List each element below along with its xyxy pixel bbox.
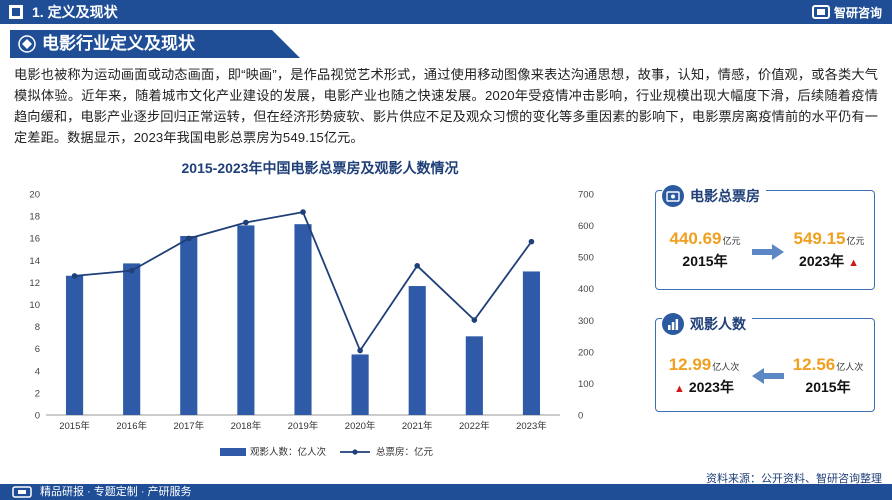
stat-year: 2023年 (799, 253, 845, 269)
bar (465, 336, 483, 415)
legend-bar-label: 观影人数：亿人次 (250, 446, 327, 458)
y-right-tick-label: 600 (578, 221, 594, 232)
legend-bar-swatch (220, 448, 246, 456)
stat-right: 12.56亿人次 2015年 (782, 355, 874, 397)
stat-unit: 亿元 (846, 236, 865, 246)
intro-paragraph: 电影也被称为运动画面或动态画面，即“映画”，是作品视觉艺术形式，通过使用移动图像… (14, 67, 878, 145)
arrow-right-icon (752, 244, 784, 260)
brand: 智研咨询 (811, 3, 882, 21)
x-tick-label: 2017年 (173, 420, 204, 432)
y-right-tick-label: 0 (578, 411, 583, 422)
stat-value: 549.15 (793, 229, 846, 248)
x-tick-label: 2018年 (231, 420, 262, 432)
line-point (471, 317, 478, 323)
x-tick-label: 2016年 (116, 420, 147, 432)
stat-left: 12.99亿人次 ▲ 2023年 (658, 355, 750, 397)
card-title: 电影总票房 (690, 188, 760, 204)
card-header: 电影总票房 (662, 183, 766, 209)
top-header-bar: 1. 定义及现状 智研咨询 (0, 0, 892, 24)
card-title: 观影人数 (690, 316, 746, 332)
y-right-tick-label: 500 (578, 253, 594, 264)
combo-chart: 0246810121416182001002003004005006007002… (29, 190, 594, 459)
bar (123, 263, 141, 415)
y-right-tick-label: 400 (578, 284, 594, 295)
line-point (128, 267, 135, 274)
x-tick-label: 2021年 (402, 420, 433, 432)
y-left-tick-label: 16 (29, 234, 40, 245)
x-tick-label: 2023年 (516, 420, 547, 432)
stat-value: 12.99 (668, 355, 712, 374)
line-point (414, 262, 421, 269)
bar (65, 275, 84, 415)
y-left-tick-label: 14 (29, 256, 40, 267)
money-icon (662, 185, 684, 207)
y-left-tick-label: 10 (29, 300, 40, 311)
bar (237, 225, 255, 415)
y-left-tick-label: 0 (35, 411, 40, 422)
line-point (300, 209, 306, 215)
y-left-tick-label: 6 (35, 344, 40, 355)
brand-name: 智研咨询 (833, 5, 882, 20)
stat-unit: 亿元 (722, 236, 741, 246)
card-audience: 观影人数 12.99亿人次 ▲ 2023年 12.56亿人次 2015年 (655, 311, 875, 412)
x-tick-label: 2022年 (459, 420, 490, 432)
legend-line-marker (352, 449, 358, 455)
y-right-tick-label: 700 (578, 190, 594, 201)
bar-chart-icon (662, 313, 684, 335)
stat-value: 12.56 (792, 355, 836, 374)
up-arrow-icon: ▲ (674, 383, 685, 395)
brand-logo-icon (811, 5, 830, 19)
page-banner: 电影行业定义及现状 (10, 30, 300, 58)
y-right-tick-label: 100 (578, 379, 594, 390)
y-left-tick-label: 8 (35, 322, 40, 333)
bar (294, 224, 312, 415)
brand-mark-icon (12, 486, 32, 498)
y-right-tick-label: 300 (578, 316, 594, 327)
stat-unit: 亿人次 (712, 362, 740, 372)
y-left-tick-label: 20 (29, 190, 40, 201)
y-left-tick-label: 2 (35, 388, 40, 399)
line-point (357, 347, 363, 354)
stat-year: 2023年 (688, 379, 734, 395)
bar (408, 286, 426, 415)
y-left-tick-label: 12 (29, 278, 40, 289)
up-arrow-icon: ▲ (848, 257, 859, 269)
stat-year: 2015年 (682, 253, 728, 269)
stat-unit: 亿人次 (836, 362, 864, 372)
stat-to: 549.15亿元 2023年 ▲ (784, 229, 874, 271)
section-title: 1. 定义及现状 (32, 4, 118, 20)
banner-diamond-icon (18, 35, 36, 53)
bar (522, 271, 541, 415)
line-point (71, 273, 78, 279)
bar (180, 235, 198, 415)
footer-slogan: 精品研报 · 专题定制 · 产研服务 (40, 486, 192, 498)
line-point (243, 219, 249, 226)
arrow-left-icon (752, 368, 784, 384)
card-box-office: 电影总票房 440.69亿元 2015年 549.15亿元 2023年 ▲ (655, 183, 875, 290)
footer-bar (0, 484, 892, 500)
line-point (528, 238, 535, 245)
banner-background (10, 30, 300, 58)
stat-value: 440.69 (669, 229, 722, 248)
footer: 资料来源：公开资料、智研咨询整理 精品研报 · 专题定制 · 产研服务 (0, 470, 892, 500)
bar (351, 354, 369, 415)
y-left-tick-label: 18 (29, 212, 40, 223)
section-icon (9, 5, 23, 19)
x-tick-label: 2019年 (288, 420, 319, 432)
line-point (185, 235, 192, 242)
chart-title: 2015-2023年中国电影总票房及观影人数情况 (181, 160, 459, 176)
source-note: 资料来源：公开资料、智研咨询整理 (706, 473, 882, 485)
y-right-tick-label: 200 (578, 347, 594, 358)
stat-year: 2015年 (805, 379, 851, 395)
x-tick-label: 2015年 (59, 420, 90, 432)
page-title: 电影行业定义及现状 (42, 34, 195, 53)
legend-line-label: 总票房：亿元 (376, 446, 434, 458)
stat-from: 440.69亿元 2015年 (662, 229, 748, 271)
x-tick-label: 2020年 (345, 420, 376, 432)
y-left-tick-label: 4 (35, 366, 40, 377)
card-header: 观影人数 (662, 311, 752, 337)
